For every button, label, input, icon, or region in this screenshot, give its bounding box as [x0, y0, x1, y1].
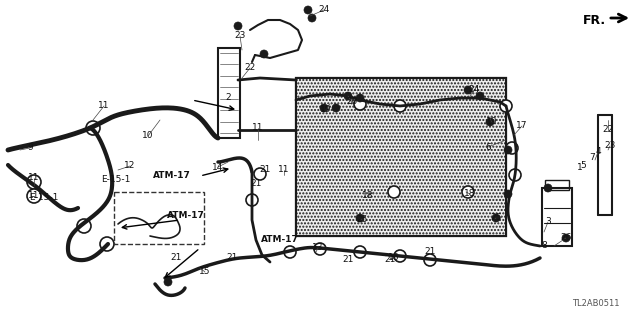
Text: 14: 14 [212, 163, 224, 172]
Circle shape [356, 214, 364, 222]
Text: ATM-17: ATM-17 [167, 212, 205, 220]
Text: 1: 1 [577, 164, 583, 172]
Circle shape [304, 6, 312, 14]
Circle shape [77, 219, 91, 233]
Circle shape [100, 237, 114, 251]
Text: 20: 20 [346, 98, 358, 107]
Text: 21: 21 [424, 247, 436, 257]
Text: 24: 24 [468, 85, 479, 94]
Circle shape [492, 214, 500, 222]
Circle shape [320, 104, 328, 112]
Circle shape [234, 22, 242, 30]
Text: 24: 24 [318, 5, 330, 14]
Bar [296, 78, 506, 236]
Text: 22: 22 [244, 63, 255, 73]
Text: 10: 10 [142, 132, 154, 140]
Circle shape [464, 86, 472, 94]
Circle shape [562, 234, 570, 242]
Circle shape [86, 121, 100, 135]
Text: ATM-17: ATM-17 [261, 236, 299, 244]
Circle shape [344, 92, 352, 100]
Text: 6: 6 [485, 142, 491, 151]
Circle shape [246, 194, 258, 206]
Text: 16: 16 [388, 253, 400, 262]
Circle shape [504, 190, 512, 198]
Text: 9: 9 [27, 143, 33, 153]
Circle shape [332, 104, 340, 112]
Text: 4: 4 [595, 148, 601, 156]
Text: 11: 11 [28, 191, 40, 201]
Text: 8: 8 [541, 242, 547, 251]
Text: 19: 19 [320, 106, 332, 115]
Circle shape [462, 186, 474, 198]
Text: 21: 21 [384, 255, 396, 265]
Text: 11: 11 [252, 124, 264, 132]
Circle shape [354, 246, 366, 258]
Circle shape [254, 168, 266, 180]
Text: 7: 7 [589, 154, 595, 163]
Circle shape [506, 142, 518, 154]
Circle shape [388, 186, 400, 198]
Text: E-15-1: E-15-1 [29, 194, 59, 203]
Circle shape [476, 92, 484, 100]
Text: 15: 15 [199, 268, 211, 276]
Text: 21: 21 [259, 165, 271, 174]
Text: 2: 2 [225, 93, 231, 102]
Circle shape [394, 100, 406, 112]
Bar [114, 192, 204, 244]
Text: E-15-1: E-15-1 [101, 175, 131, 185]
Text: 25: 25 [356, 215, 368, 225]
Text: 23: 23 [234, 31, 246, 41]
Circle shape [394, 250, 406, 262]
Text: 11: 11 [28, 173, 40, 182]
Text: 22: 22 [602, 125, 614, 134]
Circle shape [308, 14, 316, 22]
Text: 3: 3 [545, 218, 551, 227]
Text: 5: 5 [580, 162, 586, 171]
Circle shape [314, 243, 326, 255]
Circle shape [260, 50, 268, 58]
Text: 13: 13 [312, 244, 324, 252]
Bar [218, 48, 240, 138]
Text: 12: 12 [124, 162, 136, 171]
Text: 21: 21 [170, 253, 182, 262]
Text: 11: 11 [278, 165, 290, 174]
Bar [296, 78, 506, 236]
Circle shape [284, 246, 296, 258]
Text: 23: 23 [604, 141, 616, 150]
Text: 21: 21 [227, 253, 237, 262]
Text: 21: 21 [342, 255, 354, 265]
Text: 18: 18 [464, 189, 476, 198]
Text: 17: 17 [516, 122, 528, 131]
Bar [545, 180, 569, 190]
Circle shape [500, 100, 512, 112]
Circle shape [424, 254, 436, 266]
Text: TL2AB0511: TL2AB0511 [573, 299, 620, 308]
Circle shape [504, 146, 512, 154]
Text: ATM-17: ATM-17 [153, 172, 191, 180]
Text: 25: 25 [490, 213, 502, 222]
Circle shape [356, 94, 364, 102]
Circle shape [544, 184, 552, 192]
Bar [542, 188, 572, 246]
Text: 26: 26 [560, 234, 572, 243]
Circle shape [354, 98, 366, 110]
Circle shape [509, 169, 521, 181]
Text: 21: 21 [250, 179, 262, 188]
Circle shape [27, 189, 41, 203]
Circle shape [27, 175, 41, 189]
Text: FR.: FR. [583, 13, 606, 27]
Circle shape [164, 278, 172, 286]
Text: 11: 11 [99, 101, 109, 110]
Circle shape [486, 118, 494, 126]
Text: 18: 18 [362, 191, 374, 201]
Text: 19: 19 [486, 117, 498, 126]
Bar [296, 78, 506, 236]
